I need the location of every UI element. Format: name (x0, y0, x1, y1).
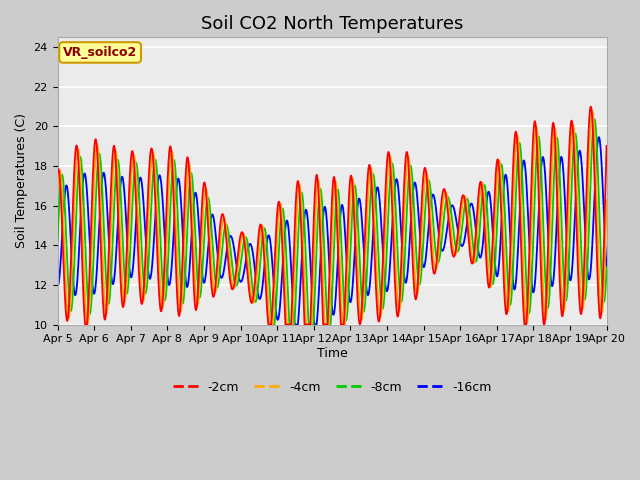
Text: VR_soilco2: VR_soilco2 (63, 46, 137, 59)
X-axis label: Time: Time (317, 347, 348, 360)
Title: Soil CO2 North Temperatures: Soil CO2 North Temperatures (201, 15, 463, 33)
Legend: -2cm, -4cm, -8cm, -16cm: -2cm, -4cm, -8cm, -16cm (168, 376, 497, 399)
Y-axis label: Soil Temperatures (C): Soil Temperatures (C) (15, 113, 28, 249)
